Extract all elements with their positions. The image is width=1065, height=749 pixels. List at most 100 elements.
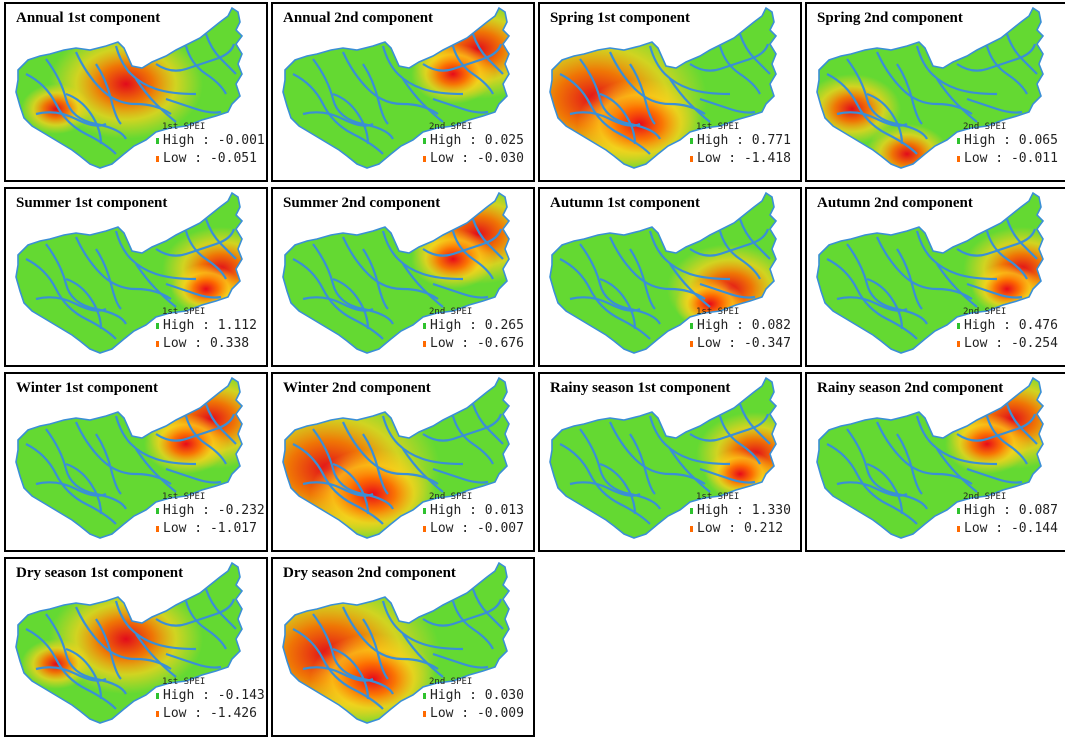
panel-title: Spring 2nd component [817,10,963,26]
legend-high-swatch [156,323,159,329]
legend: 1st SPEI High : 0.082 Low : -0.347 [690,307,791,353]
map-panel: Winter 1st component 1st SPEI High : -0.23… [4,372,268,552]
legend-high-value: High : 0.771 [697,133,791,148]
map-panel: Summer 1st component 1st SPEI High : 1.112… [4,187,268,367]
legend-high-swatch [156,508,159,514]
legend-high-value: High : 0.265 [430,318,524,333]
legend-low-swatch [156,341,159,347]
panel-title: Winter 1st component [16,380,158,396]
legend: 2nd SPEI High : 0.265 Low : -0.676 [423,307,524,353]
legend-low-value: Low : 0.338 [163,336,250,351]
map-panel: Autumn 1st component 1st SPEI High : 0.082… [538,187,802,367]
legend-low: Low : -0.676 [423,335,524,353]
legend-low: Low : -1.017 [156,520,265,538]
legend-low-swatch [156,711,159,717]
legend-title: 1st SPEI [696,492,740,502]
basin-map [816,191,1045,354]
legend-high-swatch [690,508,693,514]
map-panel: Winter 2nd component 2nd SPEI High : 0.013… [271,372,535,552]
legend-low: Low : 0.338 [156,335,257,353]
legend-low-value: Low : -0.007 [430,521,524,536]
basin-map [15,191,244,354]
legend-high-swatch [423,323,426,329]
legend: 2nd SPEI High : 0.476 Low : -0.254 [957,307,1058,353]
legend-low-swatch [690,341,693,347]
legend: 2nd SPEI High : 0.013 Low : -0.007 [423,492,524,538]
legend-high-swatch [423,508,426,514]
legend-low-swatch [156,156,159,162]
legend-high: High : 0.030 [423,687,524,705]
legend-high: High : 0.771 [690,132,791,150]
legend-high: High : 0.013 [423,502,524,520]
panel-title: Rainy season 1st component [550,380,731,396]
legend-low-value: Low : -1.426 [163,706,257,721]
basin-map [282,561,511,724]
legend-low-value: Low : -0.676 [430,336,524,351]
map-panel: Rainy season 1st component 1st SPEI High :… [538,372,802,552]
legend-title: 2nd SPEI [429,677,473,687]
legend-high-value: High : 0.065 [964,133,1058,148]
legend-low-value: Low : 0.212 [697,521,784,536]
panel-title: Dry season 1st component [16,565,184,581]
basin-map [15,6,244,169]
legend-low-swatch [957,526,960,532]
legend-high-swatch [957,323,960,329]
panel-title: Dry season 2nd component [283,565,456,581]
legend-title: 2nd SPEI [963,492,1007,502]
legend: 2nd SPEI High : 0.030 Low : -0.009 [423,677,524,723]
legend-high-value: High : -0.001 [163,133,265,148]
map-panel: Dry season 1st component 1st SPEI High : -… [4,557,268,737]
basin-map [282,376,511,539]
panel-title: Rainy season 2nd component [817,380,1004,396]
basin-map [549,191,778,354]
legend: 2nd SPEI High : 0.087 Low : -0.144 [957,492,1058,538]
legend-title: 2nd SPEI [429,307,473,317]
legend-low-swatch [423,526,426,532]
basin-map [282,191,511,354]
map-panel: Autumn 2nd component 2nd SPEI High : 0.476… [805,187,1065,367]
basin-map [816,6,1045,169]
legend: 1st SPEI High : -0.001 Low : -0.051 [156,122,265,168]
legend-title: 2nd SPEI [963,122,1007,132]
legend: 1st SPEI High : -0.232 Low : -1.017 [156,492,265,538]
legend-high-swatch [957,138,960,144]
legend-low-value: Low : -0.011 [964,151,1058,166]
legend-high: High : 0.025 [423,132,524,150]
legend-low-swatch [423,711,426,717]
legend-low: Low : -1.418 [690,150,791,168]
legend-low-value: Low : -1.418 [697,151,791,166]
legend-low: Low : 0.212 [690,520,791,538]
legend-high-value: High : -0.232 [163,503,265,518]
legend-title: 1st SPEI [162,677,206,687]
legend-high: High : -0.001 [156,132,265,150]
legend-low-value: Low : -0.051 [163,151,257,166]
panel-title: Autumn 1st component [550,195,701,211]
panel-title: Spring 1st component [550,10,691,26]
legend-high: High : -0.143 [156,687,265,705]
legend-high: High : 0.087 [957,502,1058,520]
legend: 2nd SPEI High : 0.065 Low : -0.011 [957,122,1058,168]
legend-low-value: Low : -0.009 [430,706,524,721]
legend-high: High : 0.065 [957,132,1058,150]
map-panel: Summer 2nd component 2nd SPEI High : 0.265… [271,187,535,367]
map-panel: Annual 1st component 1st SPEI High : -0.00… [4,2,268,182]
legend-high-swatch [156,138,159,144]
legend-low: Low : -0.051 [156,150,265,168]
legend-low: Low : -1.426 [156,705,265,723]
legend-title: 1st SPEI [162,122,206,132]
legend-title: 2nd SPEI [429,122,473,132]
legend-title: 1st SPEI [162,492,206,502]
legend-high-value: High : 0.013 [430,503,524,518]
panel-title: Annual 1st component [16,10,161,26]
legend-title: 1st SPEI [162,307,206,317]
panel-title: Winter 2nd component [283,380,431,396]
legend-high-value: High : 0.030 [430,688,524,703]
legend-high: High : -0.232 [156,502,265,520]
legend-high-value: High : 0.082 [697,318,791,333]
map-panel: Dry season 2nd component 2nd SPEI High : 0… [271,557,535,737]
basin-map [816,376,1045,539]
legend: 1st SPEI High : 1.330 Low : 0.212 [690,492,791,538]
legend-high-swatch [423,693,426,699]
panel-title: Summer 2nd component [283,195,441,211]
legend-high-value: High : 0.025 [430,133,524,148]
